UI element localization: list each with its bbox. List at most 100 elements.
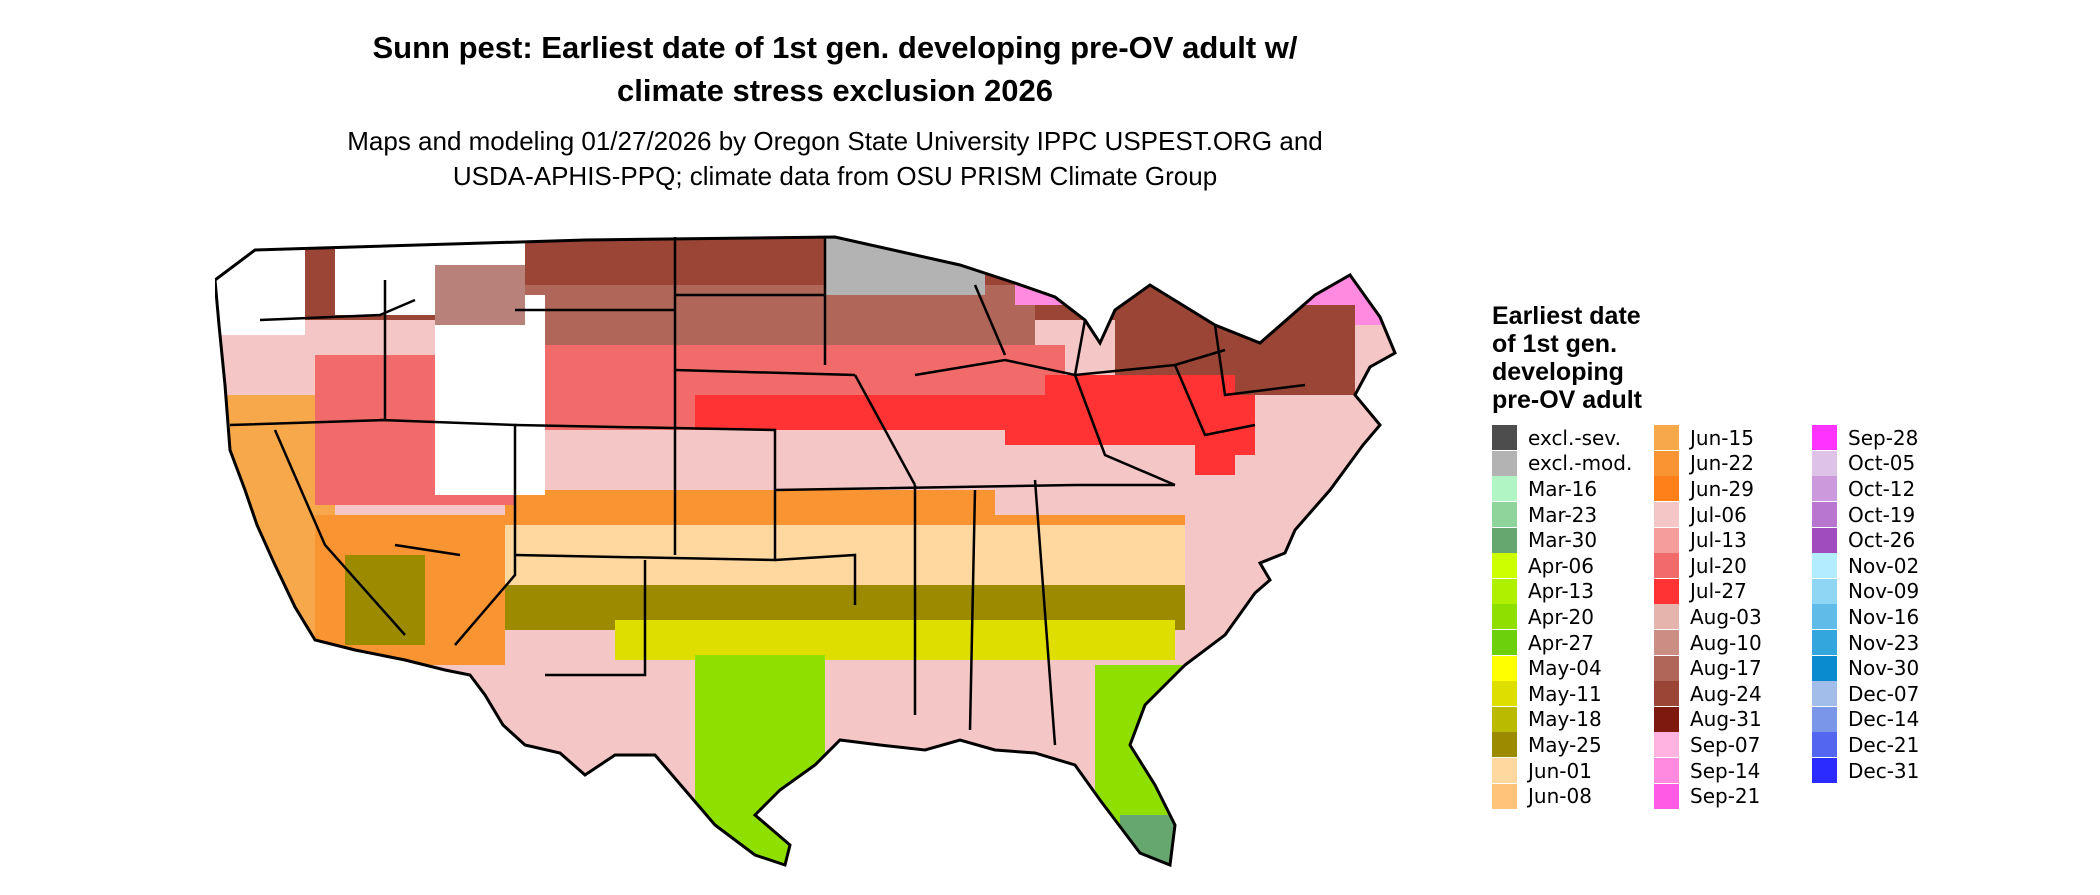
- legend-item: Oct-12: [1812, 476, 1919, 502]
- legend-swatch: [1654, 425, 1679, 451]
- legend-item: Apr-13: [1492, 578, 1632, 605]
- legend-label: Aug-03: [1690, 604, 1762, 629]
- legend-swatch: [1812, 502, 1837, 528]
- legend-swatch: [1812, 630, 1837, 656]
- legend-label: Sep-21: [1690, 784, 1761, 809]
- zone-wyoming-white: [435, 265, 525, 325]
- legend-item: Dec-21: [1812, 732, 1919, 758]
- legend-swatch: [1812, 425, 1837, 451]
- legend-label: Jun-22: [1690, 451, 1754, 476]
- legend-item: Oct-19: [1812, 502, 1919, 528]
- legend-swatch: [1492, 758, 1517, 784]
- legend-swatch: [1654, 758, 1679, 784]
- legend-label: Aug-31: [1690, 707, 1762, 732]
- legend-label: May-04: [1528, 656, 1602, 681]
- legend-swatch: [1492, 578, 1517, 604]
- legend-item: Mar-30: [1492, 527, 1632, 553]
- legend-label: Nov-23: [1848, 630, 1920, 655]
- legend-label: Sep-07: [1690, 732, 1761, 757]
- legend-label: Sep-14: [1690, 758, 1761, 783]
- legend-label: Oct-12: [1848, 476, 1916, 501]
- legend-item: Apr-27: [1492, 630, 1632, 656]
- zone-upper-midwest-brown: [515, 285, 1035, 355]
- legend-label: Oct-19: [1848, 502, 1916, 527]
- zone-minnesota-gray: [825, 237, 985, 295]
- legend-label: Jun-15: [1690, 425, 1754, 450]
- legend-item: Dec-14: [1812, 706, 1920, 733]
- legend-swatch: [1654, 681, 1679, 707]
- legend-item: Dec-31: [1812, 758, 1919, 784]
- legend-swatch: [1654, 783, 1679, 809]
- legend-label: Apr-06: [1528, 553, 1594, 578]
- legend-item: Mar-23: [1492, 502, 1632, 528]
- legend-swatch: [1812, 476, 1837, 502]
- legend-item: Jun-29: [1654, 476, 1762, 502]
- legend-label: Aug-17: [1690, 656, 1762, 681]
- legend-label: Apr-13: [1528, 579, 1594, 604]
- legend-swatch: [1492, 655, 1517, 681]
- legend-label: Jul-27: [1690, 579, 1747, 604]
- legend-label: Oct-05: [1848, 451, 1916, 476]
- legend-label: Nov-09: [1848, 579, 1920, 604]
- legend-label: Apr-20: [1528, 604, 1594, 629]
- legend-label: Nov-16: [1848, 604, 1920, 629]
- legend-label: Sep-28: [1848, 425, 1919, 450]
- legend-item: Aug-03: [1654, 604, 1762, 630]
- legend-label: Dec-21: [1848, 732, 1920, 757]
- legend-item: Nov-02: [1812, 553, 1919, 579]
- legend-label: May-11: [1528, 681, 1602, 706]
- legend-label: Mar-23: [1528, 502, 1598, 527]
- legend-label: Jul-06: [1690, 502, 1747, 527]
- legend-item: Jul-20: [1654, 553, 1762, 579]
- legend-item: Dec-07: [1812, 681, 1919, 707]
- legend-item: Jun-08: [1492, 783, 1632, 809]
- legend-item: Jul-13: [1654, 527, 1762, 553]
- legend-swatch: [1492, 527, 1517, 553]
- legend-swatch: [1654, 553, 1679, 579]
- legend-item: Jul-06: [1654, 502, 1762, 528]
- legend-item: Apr-06: [1492, 553, 1632, 579]
- legend-item: Aug-17: [1654, 655, 1762, 681]
- legend-item: Mar-16: [1492, 476, 1632, 502]
- legend-swatch: [1812, 527, 1837, 553]
- legend-swatch: [1654, 578, 1679, 604]
- legend-swatch: [1654, 502, 1679, 528]
- legend-label: Aug-10: [1690, 630, 1762, 655]
- legend-label: Nov-30: [1848, 656, 1920, 681]
- legend-title-line: developing: [1492, 358, 1624, 386]
- legend-title-line: Earliest date: [1492, 302, 1641, 330]
- legend-swatch: [1654, 732, 1679, 758]
- legend-column-2: Jun-15 Jun-22 Jun-29 Jul-06 Jul-13 Jul-20 Jul-…: [1654, 425, 1762, 809]
- legend-swatch: [1654, 527, 1679, 553]
- legend-swatch: [1812, 732, 1837, 758]
- legend-label: Dec-07: [1848, 681, 1920, 706]
- legend-swatch: [1654, 630, 1679, 656]
- legend-swatch: [1492, 604, 1517, 630]
- legend-item: Apr-20: [1492, 604, 1632, 630]
- legend-label: excl.-mod.: [1528, 451, 1633, 476]
- legend-swatch: [1812, 604, 1837, 630]
- legend-item: May-04: [1492, 655, 1632, 681]
- zone-texas-green: [695, 655, 825, 865]
- legend-item: Aug-10: [1654, 630, 1762, 656]
- subtitle-line-1: Maps and modeling 01/27/2026 by Oregon S…: [347, 126, 1323, 156]
- legend-label: Mar-30: [1528, 528, 1598, 553]
- legend-swatch: [1812, 450, 1837, 476]
- legend-label: May-25: [1528, 732, 1602, 757]
- legend-swatch: [1492, 476, 1517, 502]
- legend-swatch: [1492, 425, 1517, 451]
- us-outline: [215, 235, 1397, 868]
- legend-item: Nov-09: [1812, 578, 1920, 605]
- zone-arizona-olive: [345, 555, 425, 645]
- legend-label: Dec-14: [1848, 707, 1920, 732]
- legend-label: Jun-08: [1528, 784, 1592, 809]
- legend-item: May-25: [1492, 732, 1632, 758]
- legend-item: Nov-16: [1812, 604, 1919, 630]
- zone-rockies-white-1: [435, 295, 545, 495]
- zone-washington-white: [215, 245, 305, 335]
- legend-swatch: [1812, 578, 1837, 604]
- legend-swatch: [1492, 681, 1517, 707]
- legend-item: May-11: [1492, 681, 1632, 707]
- legend-item: Jul-27: [1654, 578, 1762, 605]
- legend-item: Sep-21: [1654, 783, 1762, 809]
